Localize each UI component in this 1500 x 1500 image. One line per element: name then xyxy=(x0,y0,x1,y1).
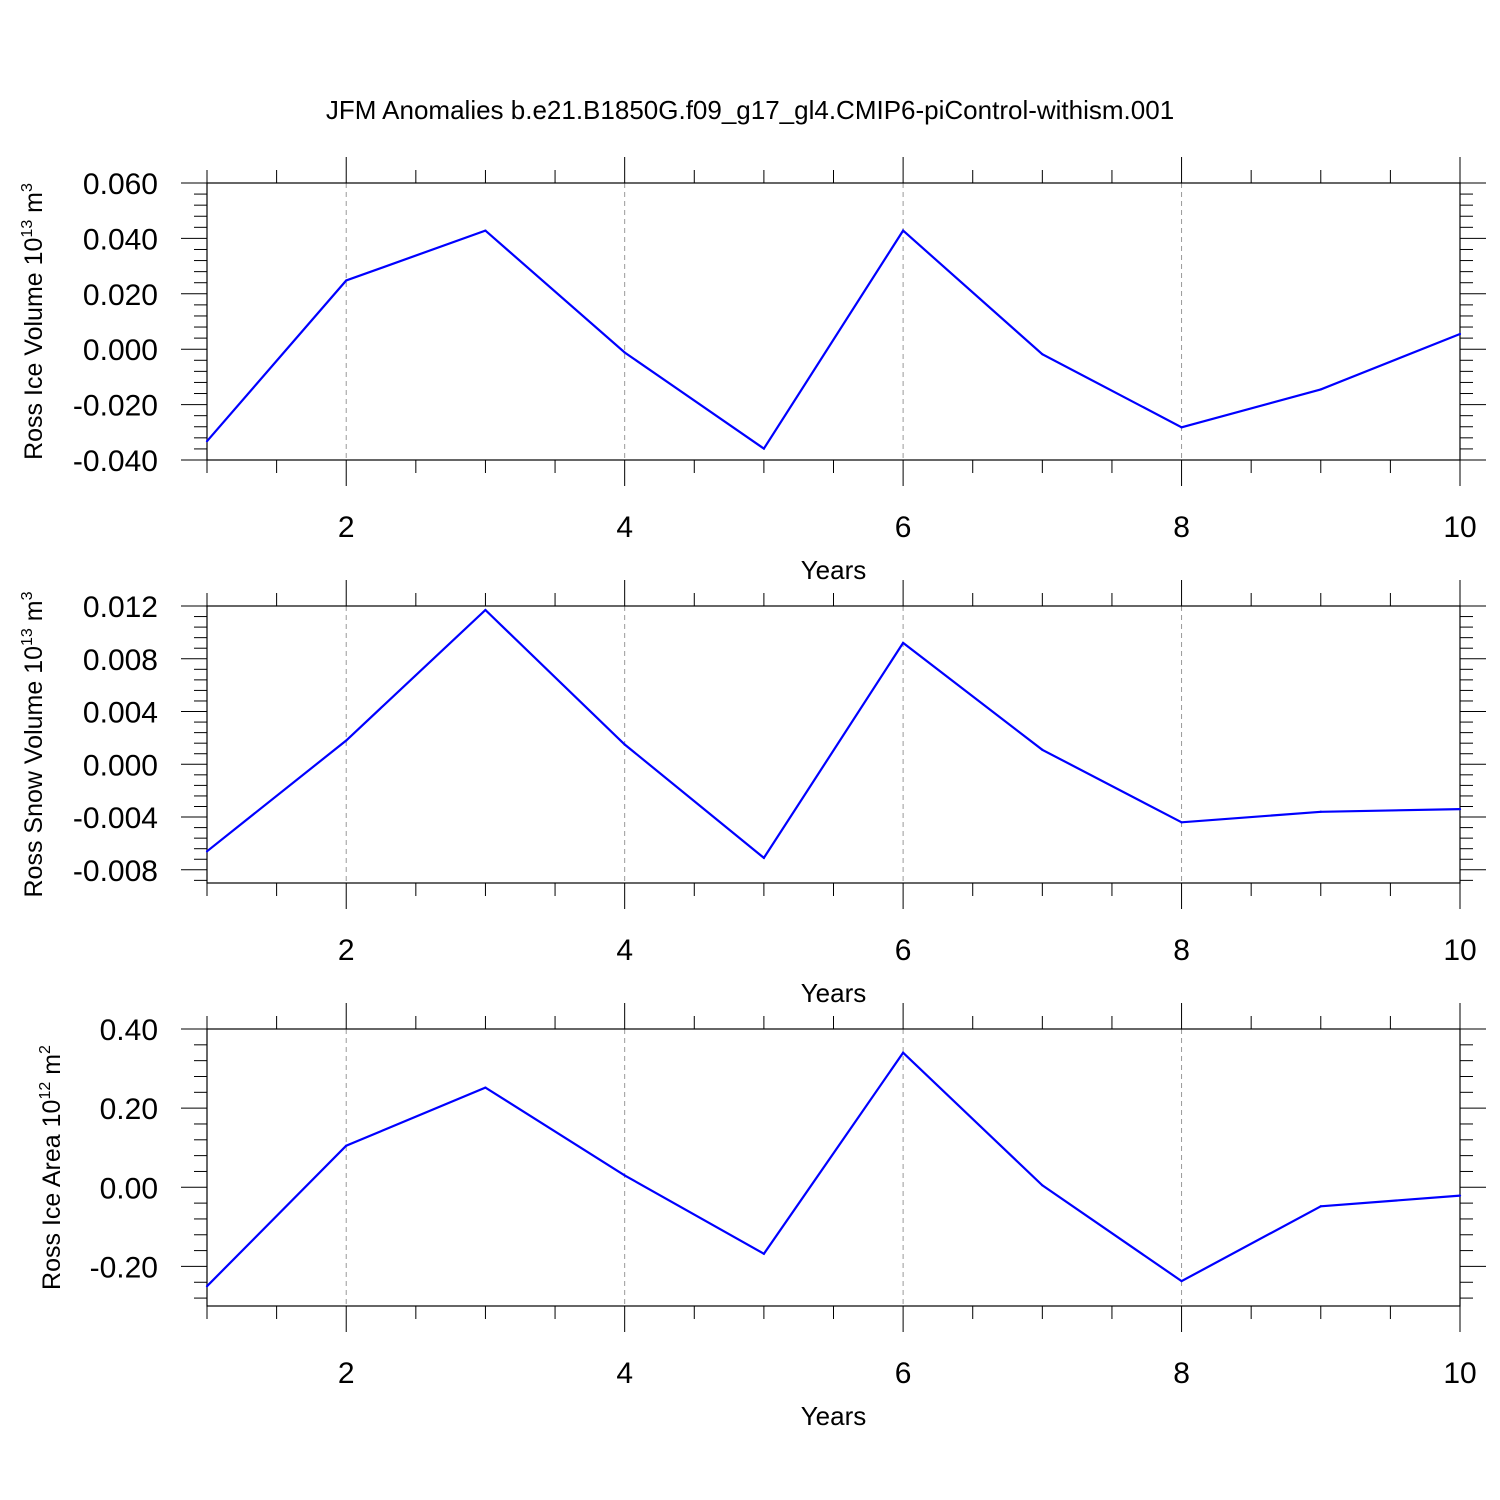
x-axis-title: Years xyxy=(801,1401,867,1431)
y-axis-title-unit-exponent: 2 xyxy=(37,1045,54,1054)
data-point xyxy=(1180,426,1183,429)
y-tick-label: 0.012 xyxy=(83,591,158,624)
x-tick-label: 8 xyxy=(1173,511,1190,544)
x-tick-label: 2 xyxy=(338,934,355,967)
x-tick-label: 4 xyxy=(616,934,633,967)
data-point xyxy=(345,739,348,742)
y-axis-title-exponent: 13 xyxy=(19,220,36,238)
figure-title: JFM Anomalies b.e21.B1850G.f09_g17_gl4.C… xyxy=(326,95,1174,125)
x-tick-label: 10 xyxy=(1443,934,1476,967)
chart-panel-2: 2 4 6 8 10 -0.008 -0.004 0.000 0.004 0.008 0.012 Ye… xyxy=(19,580,1486,1008)
plot-frame xyxy=(206,182,1461,461)
x-tick-label: 4 xyxy=(616,511,633,544)
y-tick-label: 0.000 xyxy=(83,749,158,782)
y-axis-title-exponent: 12 xyxy=(37,1082,54,1100)
y-axis-title-unit: m xyxy=(38,1054,66,1082)
y-axis-title-unit-exponent: 3 xyxy=(19,183,36,192)
data-point xyxy=(762,1252,765,1255)
x-tick-label: 10 xyxy=(1443,511,1476,544)
data-point xyxy=(345,279,348,282)
data-point xyxy=(205,1285,209,1288)
y-axis-title-unit: m xyxy=(20,600,48,628)
series-line xyxy=(206,1051,1461,1287)
data-point xyxy=(762,447,765,450)
plot-frame xyxy=(206,1028,1461,1307)
y-axis-title-exponent: 13 xyxy=(19,628,36,646)
x-tick-label: 8 xyxy=(1173,1357,1190,1390)
data-point xyxy=(205,850,209,853)
x-axis-title: Years xyxy=(801,978,867,1008)
y-tick-label: 0.020 xyxy=(83,279,158,312)
y-axis-title-unit: m xyxy=(20,192,48,220)
x-tick-label: 4 xyxy=(616,1357,633,1390)
data-point xyxy=(1180,1279,1183,1283)
series-line xyxy=(206,228,1461,451)
y-tick-label: 0.20 xyxy=(100,1093,158,1126)
y-tick-label: -0.020 xyxy=(73,390,158,423)
y-axis-title-prefix: Ross Snow Volume 10 xyxy=(20,646,48,898)
data-point xyxy=(623,351,626,354)
x-tick-label: 10 xyxy=(1443,1357,1476,1390)
y-tick-label: -0.008 xyxy=(73,855,158,888)
x-tick-label: 8 xyxy=(1173,934,1190,967)
data-point xyxy=(623,743,626,746)
series-line xyxy=(206,608,1461,860)
x-tick-label: 6 xyxy=(895,934,912,967)
y-tick-label: 0.00 xyxy=(100,1172,158,1205)
y-tick-label: 0.040 xyxy=(83,223,158,256)
data-point xyxy=(902,641,905,645)
data-point xyxy=(902,1051,905,1054)
data-point xyxy=(1041,1184,1044,1187)
y-tick-label: -0.20 xyxy=(90,1251,158,1284)
y-tick-label: 0.004 xyxy=(83,697,158,730)
y-axis-title-prefix: Ross Ice Volume 10 xyxy=(20,238,48,460)
x-tick-label: 2 xyxy=(338,511,355,544)
data-point xyxy=(1319,810,1322,813)
data-point xyxy=(902,229,905,232)
data-point xyxy=(1319,1205,1322,1208)
data-point xyxy=(484,1086,487,1089)
x-axis-title: Years xyxy=(801,555,867,585)
y-tick-label: -0.040 xyxy=(73,445,158,478)
y-axis-title-prefix: Ross Ice Area 10 xyxy=(38,1100,66,1290)
x-tick-label: 6 xyxy=(895,1357,912,1390)
y-tick-label: -0.004 xyxy=(73,802,158,835)
y-axis-title: Ross Ice Area 1012 m2 xyxy=(37,1045,66,1290)
y-tick-label: 0.40 xyxy=(100,1014,158,1047)
data-point xyxy=(1458,808,1462,811)
y-tick-label: 0.000 xyxy=(83,334,158,367)
data-point xyxy=(1041,353,1044,356)
data-point xyxy=(1458,1194,1462,1197)
data-point xyxy=(1180,821,1183,824)
y-tick-label: 0.060 xyxy=(83,168,158,201)
x-tick-label: 2 xyxy=(338,1357,355,1390)
data-point xyxy=(345,1144,348,1147)
data-point xyxy=(484,608,487,612)
data-point xyxy=(205,440,209,443)
plot-frame xyxy=(206,605,1461,884)
data-point xyxy=(484,229,487,232)
data-point xyxy=(1041,748,1044,751)
y-axis-title: Ross Ice Volume 1013 m3 xyxy=(19,183,48,460)
chart-panel-1: 2 4 6 8 10 -0.040 -0.020 0.000 0.020 0.040 0.060 Ye… xyxy=(19,157,1486,585)
data-point xyxy=(1458,332,1462,336)
data-point xyxy=(762,856,765,860)
x-tick-label: 6 xyxy=(895,511,912,544)
y-axis-title-unit-exponent: 3 xyxy=(19,591,36,600)
chart-panel-3: 2 4 6 8 10 -0.20 0.00 0.20 0.40 Years Ross Ice Are… xyxy=(37,1003,1486,1431)
y-axis-title: Ross Snow Volume 1013 m3 xyxy=(19,591,48,897)
y-tick-label: 0.008 xyxy=(83,644,158,677)
panels: 2 4 6 8 10 -0.040 -0.020 0.000 0.020 0.040 0.060 Ye… xyxy=(19,157,1486,1431)
data-point xyxy=(1319,388,1322,391)
data-point xyxy=(623,1174,626,1177)
